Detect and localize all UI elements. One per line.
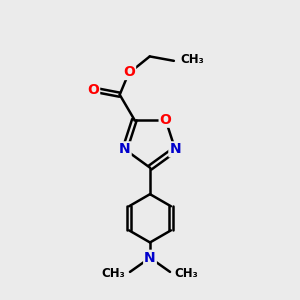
Text: CH₃: CH₃ <box>174 267 198 280</box>
Text: N: N <box>119 142 130 156</box>
Text: O: O <box>160 113 172 127</box>
Text: CH₃: CH₃ <box>180 53 204 66</box>
Text: O: O <box>87 83 99 97</box>
Text: O: O <box>123 65 135 79</box>
Text: CH₃: CH₃ <box>102 267 126 280</box>
Text: N: N <box>144 251 156 265</box>
Text: N: N <box>169 142 181 156</box>
